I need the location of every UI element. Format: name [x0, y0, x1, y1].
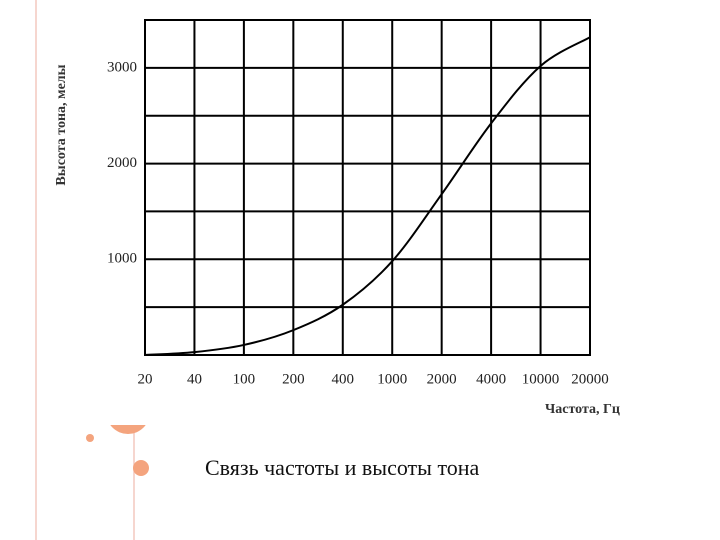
- bullet: [133, 460, 149, 476]
- line: [144, 36, 591, 356]
- x-tick-label: 20: [138, 371, 153, 387]
- x-tick-label: 1000: [377, 371, 407, 387]
- plot-frame: [144, 19, 591, 356]
- x-tick-label: 4000: [476, 371, 506, 387]
- y-tick-label: 3000: [107, 59, 137, 75]
- y-tick-label: 1000: [107, 251, 137, 267]
- x-tick-label: 200: [282, 371, 305, 387]
- caption: Связь частоты и высоты тона: [205, 455, 480, 480]
- x-axis-label: Частота, Гц: [545, 402, 620, 417]
- x-tick-label: 100: [233, 371, 256, 387]
- x-tick-label: 20000: [571, 371, 609, 387]
- x-tick-label: 2000: [427, 371, 457, 387]
- x-tick-label: 40: [187, 371, 202, 387]
- y-axis-label: Высота тона, мелы: [54, 64, 69, 185]
- y-tick-label: 2000: [107, 155, 137, 171]
- x-tick-label: 10000: [522, 371, 560, 387]
- x-tick-label: 400: [332, 371, 355, 387]
- bullet-small: [86, 434, 94, 442]
